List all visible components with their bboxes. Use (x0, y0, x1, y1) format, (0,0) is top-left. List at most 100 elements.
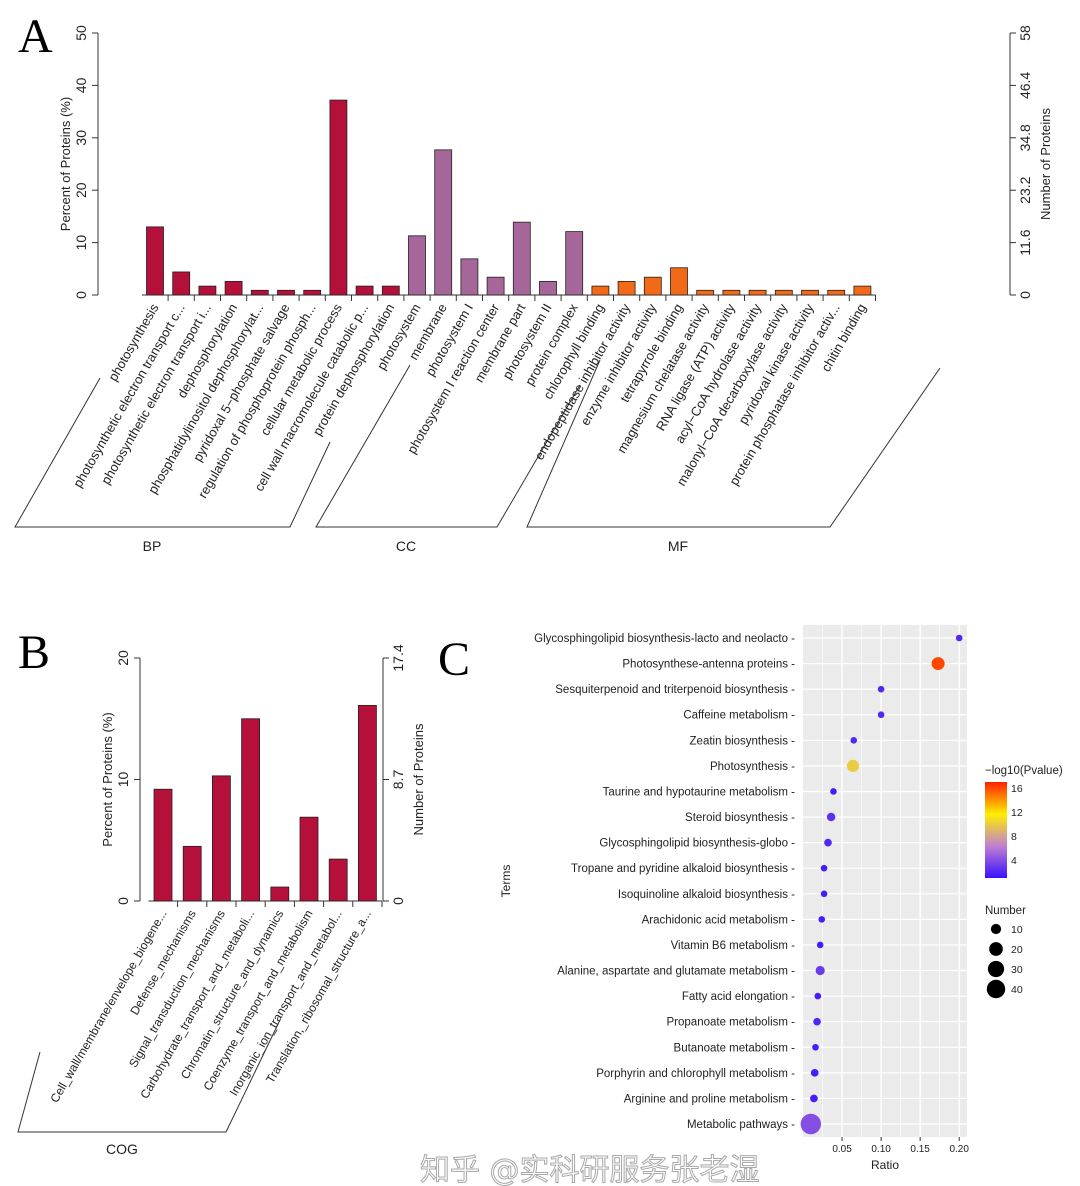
data-point (810, 1094, 818, 1103)
group-label: MF (668, 538, 688, 554)
size-legend-dot (987, 960, 1005, 978)
data-point (830, 788, 837, 795)
y-tick-label: 20 (115, 650, 131, 666)
bar (696, 289, 715, 296)
y2-tick-label: 0 (390, 897, 406, 905)
y2-tick-label: 8.7 (390, 770, 406, 790)
term-label: Porphyrin and chlorophyll metabolism - (596, 1068, 795, 1080)
bar (827, 289, 846, 296)
data-point (955, 634, 963, 642)
bar (722, 289, 741, 296)
bar (299, 816, 319, 902)
size-legend-label: 10 (1011, 924, 1023, 936)
term-label: Fatty acid elongation - (682, 991, 795, 1003)
group-bracket (14, 377, 331, 528)
y-tick-label: 40 (73, 77, 89, 93)
color-bar (985, 782, 1007, 878)
color-legend-tick: 8 (1011, 831, 1017, 843)
bar (670, 267, 688, 296)
y2-tick-label: 23.2 (1017, 176, 1033, 203)
watermark: 知乎 @实科研服务张老湿 (420, 1153, 760, 1186)
size-legend-label: 40 (1011, 984, 1023, 996)
x-tick-label: 0.10 (871, 1144, 891, 1155)
y2-tick-label: 17.4 (390, 644, 406, 671)
panel-label-a: A (18, 10, 53, 63)
x-axis-label: Ratio (871, 1158, 899, 1172)
term-label: Arginine and proline metabolism - (624, 1093, 795, 1105)
size-legend-label: 30 (1011, 964, 1023, 976)
bar (617, 280, 636, 296)
color-legend-tick: 4 (1011, 855, 1017, 867)
bar (408, 235, 426, 296)
data-point (813, 1017, 821, 1026)
term-label: Vitamin B6 metabolism - (671, 940, 796, 952)
size-legend-dot (989, 942, 1003, 956)
bar (774, 289, 793, 296)
y2-tick-label: 0 (1017, 291, 1033, 299)
term-label: Propanoate metabolism - (667, 1017, 796, 1029)
y2-axis-label: Number of Proteins (1038, 108, 1053, 220)
data-point (877, 685, 885, 693)
term-label: Zeatin biosynthesis - (690, 735, 796, 747)
term-label: Isoquinoline alkaloid biosynthesis - (618, 889, 795, 901)
size-legend-label: 20 (1011, 944, 1023, 956)
term-label: Taurine and hypotaurine metabolism - (603, 786, 796, 798)
color-legend-tick: 16 (1011, 783, 1023, 795)
bar (146, 226, 164, 296)
bar (643, 276, 662, 296)
bar (486, 276, 505, 296)
bar (591, 285, 610, 296)
term-label: Photosynthese-antenna proteins - (622, 659, 795, 671)
term-label: Tropane and pyridine alkaloid biosynthes… (571, 863, 795, 875)
bar (270, 886, 290, 902)
data-point (812, 1043, 819, 1051)
color-legend-title: −log10(Pvalue) (985, 765, 1063, 777)
group-bracket (526, 359, 941, 528)
y-tick-label: 10 (73, 235, 89, 251)
bar (801, 289, 819, 296)
data-point (877, 711, 885, 719)
color-legend-tick: 12 (1011, 807, 1023, 819)
data-point (816, 941, 824, 949)
chart-c: Glycosphingolipid biosynthesis-lacto and… (499, 625, 1063, 1172)
data-point (810, 1069, 819, 1077)
bar (355, 285, 374, 296)
bar (198, 285, 217, 296)
y-axis-label: Percent of Proteins (%) (100, 712, 115, 846)
bar (241, 718, 261, 902)
group-bracket (17, 1019, 281, 1133)
group-label: COG (106, 1141, 138, 1157)
bar (357, 704, 377, 902)
panel-label-b: B (18, 626, 50, 679)
term-label: Alanine, aspartate and glutamate metabol… (557, 966, 795, 978)
y2-tick-label: 46.4 (1017, 72, 1033, 99)
bar (153, 788, 173, 902)
bar (748, 289, 767, 296)
x-tick-label: 0.05 (832, 1144, 852, 1155)
bar (211, 775, 231, 902)
bar (328, 858, 348, 902)
plot-background (803, 625, 967, 1137)
bar (303, 289, 322, 296)
data-point (814, 992, 822, 1000)
term-label: Caffeine metabolism - (683, 710, 795, 722)
x-tick-label: 0.15 (910, 1144, 930, 1155)
bar (329, 99, 348, 296)
data-point (820, 864, 828, 872)
y-tick-label: 0 (73, 291, 89, 299)
y-tick-label: 50 (73, 25, 89, 41)
term-label: Metabolic pathways - (687, 1119, 795, 1131)
y2-tick-label: 34.8 (1017, 124, 1033, 151)
bar (853, 285, 872, 296)
data-point (818, 916, 826, 923)
term-label: Glycosphingolipid biosynthesis-globo - (599, 838, 795, 850)
size-legend-dot (986, 979, 1006, 999)
bar (539, 280, 557, 296)
term-label: Butanoate metabolism - (674, 1042, 796, 1054)
bar (512, 221, 531, 296)
term-label: Photosynthesis - (710, 761, 795, 773)
y-tick-label: 30 (73, 130, 89, 146)
data-point (931, 657, 945, 671)
data-point (800, 1113, 822, 1135)
bar (381, 285, 400, 296)
